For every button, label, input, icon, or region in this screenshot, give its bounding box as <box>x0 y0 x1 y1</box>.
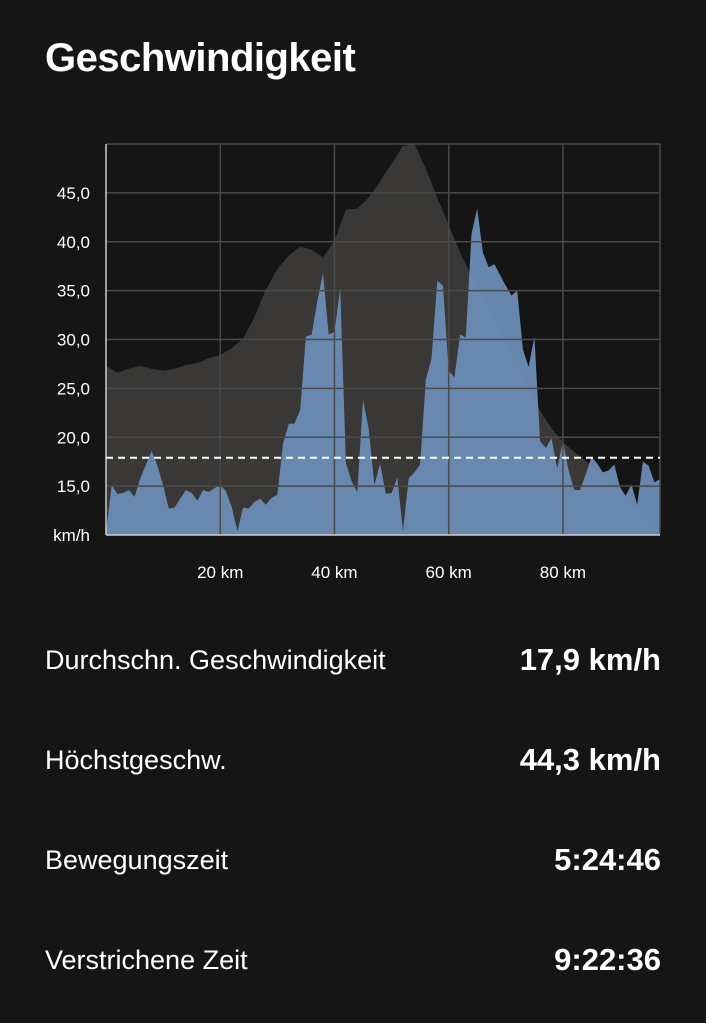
y-tick-label: 45,0 <box>57 184 90 203</box>
stat-value-max-speed: 44,3 km/h <box>519 742 661 777</box>
y-tick-label: 30,0 <box>57 331 90 350</box>
stat-label-moving-time: Bewegungszeit <box>45 844 229 875</box>
stat-value-elapsed-time: 9:22:36 <box>554 942 661 977</box>
y-tick-label: 35,0 <box>57 282 90 301</box>
stat-value-average-speed: 17,9 km/h <box>519 642 661 677</box>
y-tick-label: 25,0 <box>57 379 90 398</box>
stat-row-max-speed: Höchstgeschw. 44,3 km/h <box>45 710 661 810</box>
stat-row-elapsed-time: Verstrichene Zeit 9:22:36 <box>45 910 661 1010</box>
y-tick-label: 15,0 <box>57 477 90 496</box>
y-tick-label: 40,0 <box>57 233 90 252</box>
speed-area <box>106 208 660 535</box>
stat-row-moving-time: Bewegungszeit 5:24:46 <box>45 810 661 910</box>
stat-label-max-speed: Höchstgeschw. <box>45 744 227 775</box>
x-tick-label: 20 km <box>197 563 243 582</box>
stats-list: Durchschn. Geschwindigkeit 17,9 km/h Höc… <box>45 610 661 1010</box>
stat-row-average-speed: Durchschn. Geschwindigkeit 17,9 km/h <box>45 610 661 710</box>
x-tick-label: 60 km <box>426 563 472 582</box>
page-title: Geschwindigkeit <box>45 36 356 80</box>
y-unit-label: km/h <box>53 526 90 545</box>
y-tick-label: 20,0 <box>57 428 90 447</box>
stat-label-average-speed: Durchschn. Geschwindigkeit <box>45 644 386 675</box>
speed-chart: 15,0 20,0 25,0 30,0 35,0 40,0 45,0 km/h 20 km 40 … <box>53 143 661 582</box>
stat-value-moving-time: 5:24:46 <box>554 842 661 877</box>
x-tick-label: 80 km <box>540 563 586 582</box>
stat-label-elapsed-time: Verstrichene Zeit <box>45 944 248 975</box>
x-tick-label: 40 km <box>311 563 357 582</box>
